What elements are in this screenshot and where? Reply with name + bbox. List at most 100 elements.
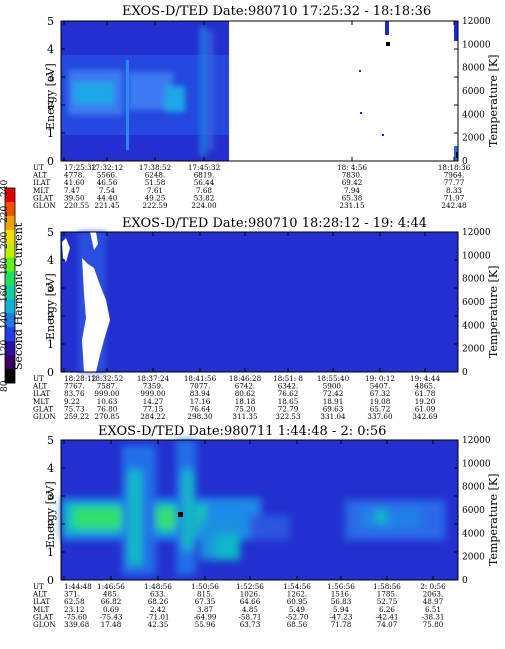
row-value-mlt: 18.18 [235, 397, 256, 406]
temperature-tick-label: 6000 [462, 87, 485, 97]
colorbar-tick-label: 120 [0, 340, 10, 357]
row-label-glat: GLAT [33, 193, 53, 202]
row-value-alt: 1262. [287, 590, 308, 599]
energy-tick-label: 3 [47, 282, 54, 295]
temperature-tick-label: 8000 [462, 275, 485, 285]
row-value-alt: 1785. [377, 590, 398, 599]
temperature-tick-label: 0 [462, 368, 468, 378]
panel-2-title: EXOS-D/TED Date:980710 18:28:12 - 19: 4:… [122, 216, 427, 231]
colorbar-swatch [5, 229, 15, 245]
row-value-ilat: 52.75 [377, 597, 398, 606]
temperature-tick-label: 8000 [462, 483, 485, 493]
energy-tick-label: 4 [47, 254, 54, 267]
colorbar-tick-label: 180 [0, 258, 10, 275]
row-value-glat: 65.38 [342, 193, 363, 202]
row-value-alt: 6819. [194, 171, 215, 180]
temperature-tick-label: 10000 [462, 251, 491, 261]
panel-2: EXOS-D/TED Date:980710 18:28:12 - 19: 4:… [44, 216, 500, 379]
row-value-ut: 2: 0:56 [420, 582, 446, 591]
row-value-ilat: 83.94 [190, 389, 211, 398]
row-value-glon: 339.68 [64, 620, 90, 629]
row-value-mlt: 7.68 [196, 186, 212, 195]
row-value-alt: 4865. [415, 382, 436, 391]
row-value-alt: 6742. [235, 382, 256, 391]
panel-2-plot [60, 231, 459, 373]
row-value-alt: 7077. [190, 382, 211, 391]
row-value-mlt: 6.51 [425, 605, 441, 614]
row-value-glon: 337.60 [367, 412, 393, 421]
row-value-glon: 55.96 [195, 620, 216, 629]
row-value-glon: 74.07 [377, 620, 398, 629]
colorbar-swatch [5, 188, 15, 203]
row-value-ilat: 69.42 [342, 178, 363, 187]
row-value-ilat: 64.66 [240, 597, 261, 606]
energy-tick-label: 1 [47, 338, 54, 351]
row-value-alt: 7830. [342, 171, 363, 180]
row-label-ut: UT [33, 582, 44, 591]
row-value-glat: -42.41 [375, 612, 398, 621]
row-value-ut: 18:32:52 [91, 374, 123, 383]
row-value-ut: 17:38:52 [139, 163, 171, 172]
colorbar-swatch [5, 201, 15, 217]
row-value-glon: 71.78 [331, 620, 352, 629]
temperature-tick-label: 4000 [462, 529, 485, 539]
row-value-ut: 1:58:56 [373, 582, 401, 591]
energy-tick-label: 0 [47, 366, 54, 379]
row-value-ut: 19: 4:44 [410, 374, 440, 383]
energy-tick-label: 4 [47, 43, 54, 56]
row-value-alt: 6248. [145, 171, 166, 180]
row-value-ut: 18:41:56 [184, 374, 217, 383]
row-value-alt: 633. [150, 590, 166, 599]
row-value-ilat: 68.26 [148, 597, 169, 606]
row-value-ilat: 999.00 [94, 389, 120, 398]
row-value-ilat: 67.32 [370, 389, 391, 398]
row-value-ut: 18:28:12 [64, 374, 96, 383]
row-value-glat: 77.15 [143, 404, 164, 413]
row-value-mlt: 23.12 [64, 605, 85, 614]
row-value-mlt: 10.63 [97, 397, 118, 406]
row-value-ut: 1:48:56 [144, 582, 172, 591]
temperature-tick-label: 0 [462, 576, 468, 586]
colorbar-tick-label: 80 [0, 380, 10, 392]
colorbar-tick-label: 240 [0, 180, 10, 197]
energy-tick-label: 0 [47, 155, 54, 168]
row-value-glon: 220.55 [64, 201, 90, 210]
temperature-tick-label: 4000 [462, 110, 485, 120]
colorbar-swatch [5, 369, 15, 384]
colorbar-swatch [5, 341, 15, 356]
row-value-ilat: 48.97 [423, 597, 444, 606]
row-label-alt: ALT [32, 590, 47, 599]
row-value-glon: 284.22 [140, 412, 165, 421]
row-value-alt: 5407. [370, 382, 391, 391]
row-value-alt: 1026. [240, 590, 261, 599]
row-label-alt: ALT [32, 171, 47, 180]
row-label-ut: UT [33, 374, 44, 383]
row-value-ilat: 60.95 [287, 597, 308, 606]
row-value-mlt: 19.20 [415, 397, 436, 406]
row-value-mlt: 17.16 [190, 397, 211, 406]
temperature-tick-label: 8000 [462, 64, 485, 74]
row-value-ut: 17:32:12 [91, 163, 123, 172]
row-value-glon: 221.45 [94, 201, 120, 210]
row-value-mlt: 18.65 [278, 397, 299, 406]
row-value-glon: 42.35 [148, 620, 169, 629]
row-value-ut: 17:45:32 [188, 163, 220, 172]
panel-3-plot [60, 439, 459, 581]
energy-tick-label: 5 [47, 434, 54, 447]
row-value-ut: 1:56:56 [327, 582, 355, 591]
row-label-glon: GLON [33, 620, 56, 629]
row-value-mlt: 7.94 [344, 186, 360, 195]
row-value-glat: -64.99 [193, 612, 216, 621]
row-value-alt: 7767. [64, 382, 85, 391]
row-value-glat: 72.79 [278, 404, 299, 413]
row-label-glon: GLON [33, 412, 56, 421]
row-label-ilat: ILAT [33, 597, 50, 606]
colorbar-swatch [5, 243, 15, 259]
row-value-glon: 270.85 [94, 412, 120, 421]
energy-tick-label: 1 [47, 127, 54, 140]
row-value-ut: 18:55:40 [317, 374, 350, 383]
row-value-glat: 53.82 [194, 193, 215, 202]
row-value-glat: 39.50 [64, 193, 85, 202]
colorbar-swatch [5, 355, 15, 370]
